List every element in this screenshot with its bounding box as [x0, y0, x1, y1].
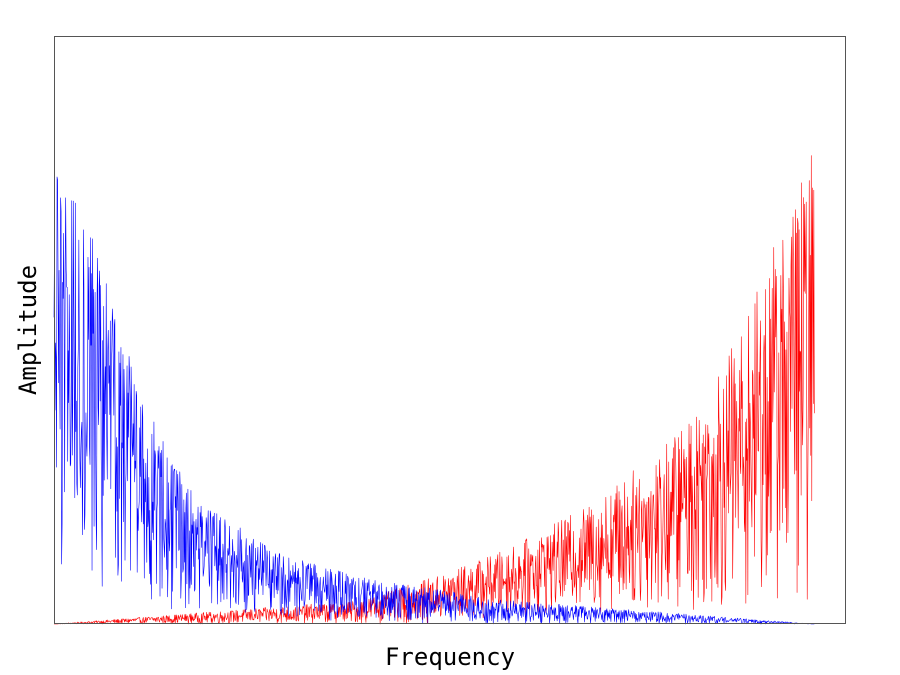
- series-line-blue: [53, 176, 815, 625]
- x-axis-label: Frequency: [385, 643, 515, 671]
- series-layer: [53, 155, 815, 625]
- plot-frame: [54, 36, 846, 624]
- y-axis-label: Amplitude: [14, 265, 42, 395]
